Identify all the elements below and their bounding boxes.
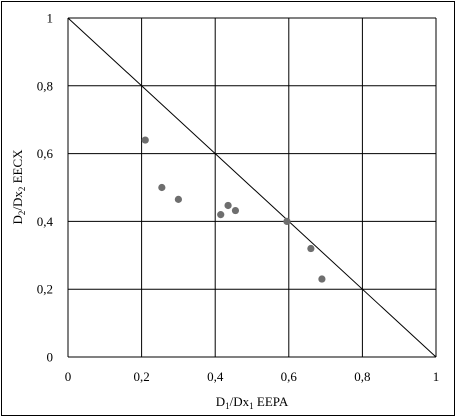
x-tick-label-2: 0,4 bbox=[207, 369, 224, 384]
x-tick-label-0: 0 bbox=[65, 369, 72, 384]
data-point-8 bbox=[318, 275, 326, 283]
data-points bbox=[141, 136, 326, 283]
y-tick-label-0: 0 bbox=[47, 350, 54, 365]
data-point-4 bbox=[224, 201, 232, 210]
y-tick-label-4: 0,8 bbox=[37, 78, 53, 93]
x-tick-label-4: 0,8 bbox=[354, 369, 370, 384]
reference-line bbox=[67, 17, 437, 358]
grid-lines bbox=[67, 17, 437, 358]
y-tick-label-5: 1 bbox=[47, 11, 54, 26]
y-tick-labels: 0 0,2 0,4 0,6 0,8 1 bbox=[37, 11, 54, 365]
x-axis-label: D1/Dx1 EEPA bbox=[216, 394, 289, 411]
y-tick-label-3: 0,6 bbox=[37, 146, 54, 161]
data-point-5 bbox=[231, 206, 240, 215]
data-point-1 bbox=[158, 183, 166, 192]
data-point-7 bbox=[307, 244, 315, 253]
y-axis-label: D2/Dx2 EECX bbox=[10, 149, 27, 225]
data-point-3 bbox=[217, 211, 225, 219]
x-tick-label-3: 0,6 bbox=[281, 369, 298, 384]
y-tick-label-1: 0,2 bbox=[37, 282, 53, 297]
reference-line-group bbox=[67, 17, 437, 358]
x-tick-labels: 0 0,2 0,4 0,6 0,8 1 bbox=[65, 369, 440, 384]
x-tick-label-5: 1 bbox=[433, 369, 440, 384]
y-tick-label-2: 0,4 bbox=[37, 214, 54, 229]
data-point-6 bbox=[283, 217, 291, 225]
x-tick-label-1: 0,2 bbox=[133, 369, 149, 384]
data-point-2 bbox=[174, 195, 182, 203]
data-point-0 bbox=[141, 136, 149, 144]
